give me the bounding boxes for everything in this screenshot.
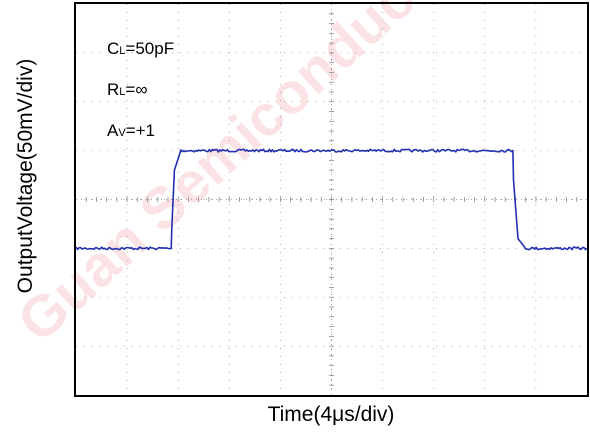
y-axis-label: OutputVoltage(50mV/div) xyxy=(14,59,37,294)
traces xyxy=(75,148,588,251)
plot-frame xyxy=(74,2,589,397)
annotation-load-capacitance: CL=50pF xyxy=(107,39,174,58)
x-axis-label: Time(4μs/div) xyxy=(268,403,395,426)
annotation-load-resistance: RL=∞ xyxy=(107,80,147,99)
annotation-gain: AV=+1 xyxy=(107,121,155,140)
series-0-line xyxy=(75,148,588,251)
center-axes xyxy=(76,4,587,395)
